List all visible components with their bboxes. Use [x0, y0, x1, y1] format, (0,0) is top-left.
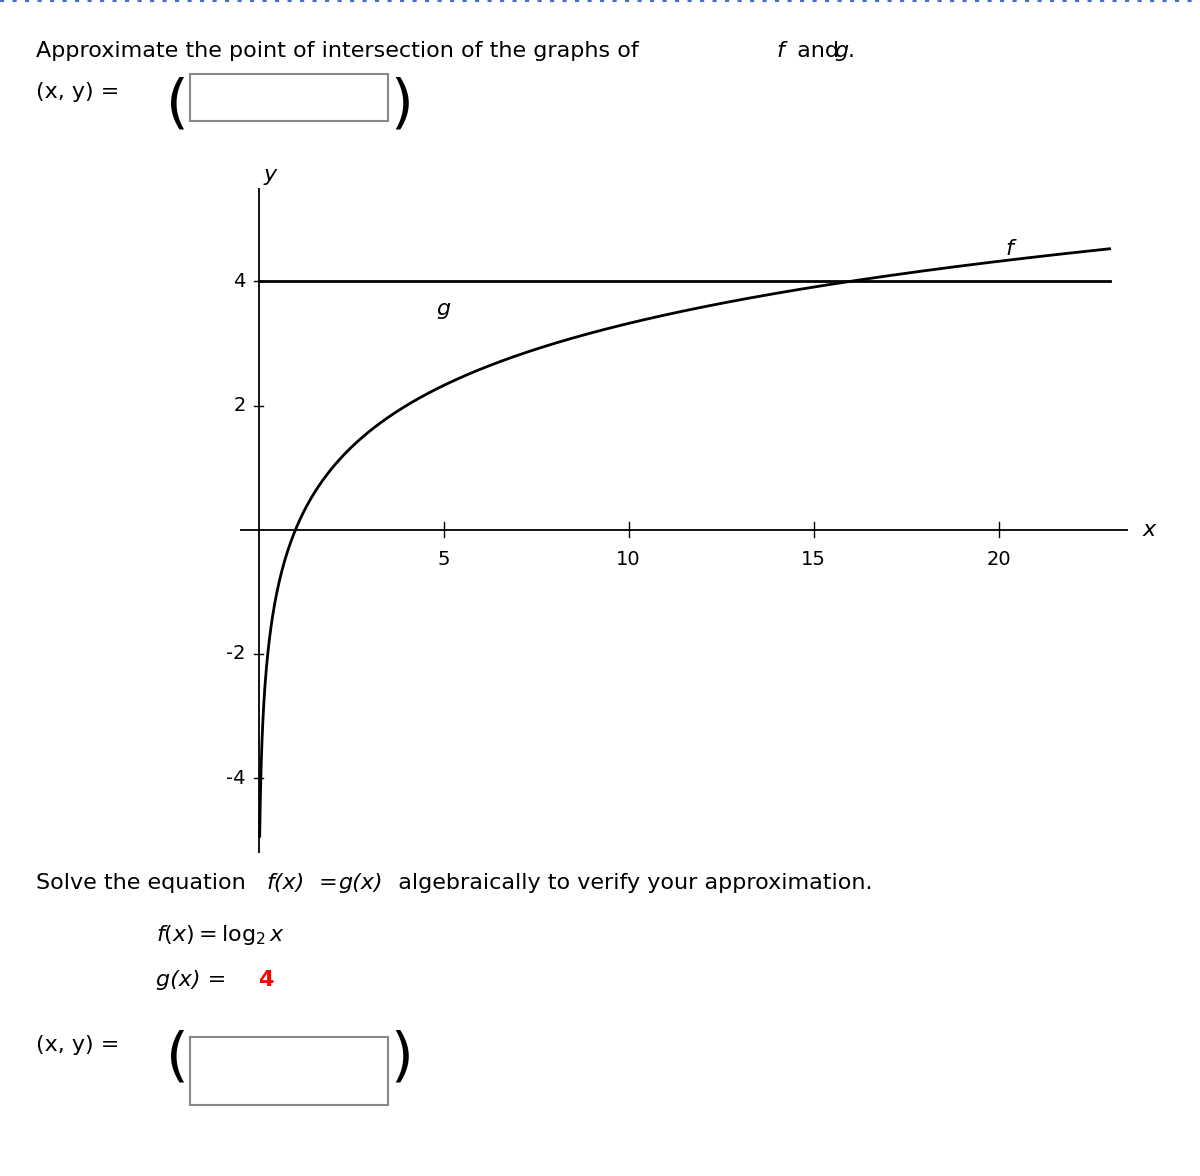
Text: x: x: [1142, 520, 1156, 540]
Text: Approximate the point of intersection of the graphs of: Approximate the point of intersection of…: [36, 41, 646, 61]
Text: 10: 10: [616, 549, 641, 568]
Text: f: f: [776, 41, 785, 61]
Text: Solve the equation: Solve the equation: [36, 873, 260, 893]
Text: .: .: [847, 41, 854, 61]
Text: 5: 5: [437, 549, 450, 568]
Text: (x, y) =: (x, y) =: [36, 82, 119, 102]
Text: 20: 20: [986, 549, 1010, 568]
Text: f: f: [1006, 239, 1014, 259]
Text: (x, y) =: (x, y) =: [36, 1035, 119, 1055]
Text: 15: 15: [802, 549, 826, 568]
Text: g: g: [436, 299, 450, 319]
Text: g(x): g(x): [338, 873, 383, 893]
Text: g(x) =: g(x) =: [156, 970, 233, 990]
Text: (: (: [166, 1029, 188, 1085]
Text: 4: 4: [258, 970, 274, 990]
Text: ): ): [390, 1029, 413, 1085]
Text: -4: -4: [226, 769, 246, 788]
Text: g: g: [834, 41, 848, 61]
Text: =: =: [312, 873, 344, 893]
Text: and: and: [790, 41, 846, 61]
Text: 2: 2: [233, 396, 246, 415]
Text: f(x): f(x): [266, 873, 305, 893]
Text: $f(x) = \mathrm{log}_2\, x$: $f(x) = \mathrm{log}_2\, x$: [156, 923, 286, 947]
Text: y: y: [264, 165, 277, 185]
Text: (: (: [166, 76, 188, 133]
Text: -2: -2: [226, 644, 246, 663]
Text: algebraically to verify your approximation.: algebraically to verify your approximati…: [384, 873, 872, 893]
Text: ): ): [390, 76, 413, 133]
Text: 4: 4: [233, 272, 246, 290]
